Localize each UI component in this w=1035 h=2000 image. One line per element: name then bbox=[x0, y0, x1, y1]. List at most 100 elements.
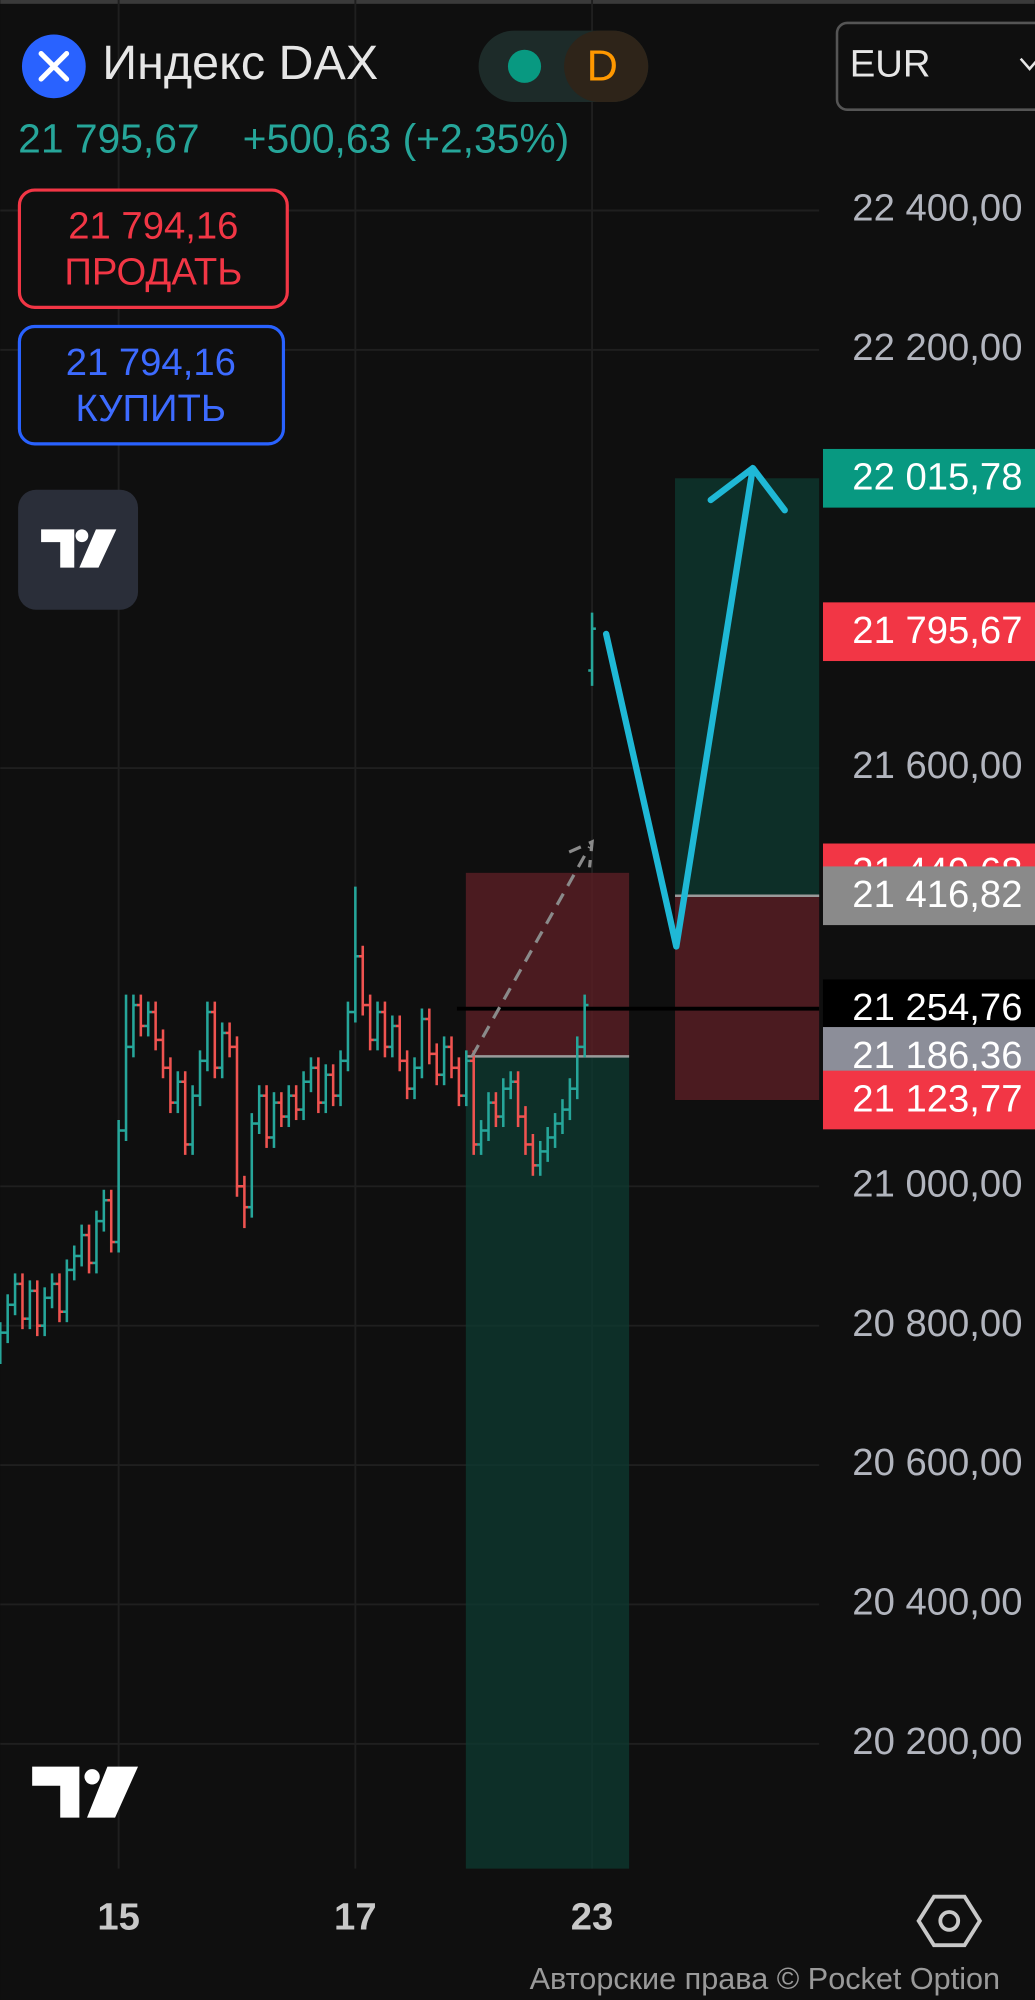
ohlc-bar bbox=[270, 1092, 278, 1148]
ohlc-bar bbox=[55, 1273, 64, 1323]
ohlc-bar bbox=[77, 1224, 86, 1267]
ohlc-bar bbox=[573, 1036, 582, 1100]
ohlc-bar bbox=[506, 1071, 515, 1100]
ohlc-bar bbox=[188, 1085, 197, 1155]
tv-logo bbox=[41, 529, 117, 568]
ohlc-bar bbox=[447, 1036, 456, 1079]
currency: EUR bbox=[850, 42, 931, 85]
ohlc-bar bbox=[580, 994, 589, 1058]
symbol-name[interactable]: Индекс DAX bbox=[102, 36, 378, 90]
ohlc-bar bbox=[366, 994, 374, 1051]
ohlc-bar bbox=[307, 1057, 315, 1093]
dashed-arrow bbox=[470, 839, 594, 1057]
ohlc-bar bbox=[403, 1050, 411, 1100]
sell-button[interactable] bbox=[17, 188, 289, 309]
ohlc-bar bbox=[277, 1092, 286, 1128]
price-tag-label: 21 254,76 bbox=[852, 986, 1022, 1029]
ohlc-bar bbox=[203, 1001, 212, 1072]
ohlc-bar bbox=[11, 1273, 19, 1316]
y-tick-label: 21 600,00 bbox=[852, 744, 1022, 787]
ohlc-bar bbox=[514, 1071, 522, 1128]
ohlc-bar bbox=[358, 945, 367, 1016]
price-tag-label: 21 416,82 bbox=[852, 873, 1022, 916]
ohlc-bar bbox=[418, 1008, 426, 1079]
ohlc-bar bbox=[529, 1133, 537, 1176]
x-tick-label: 15 bbox=[97, 1896, 140, 1939]
y-tick-label: 20 200,00 bbox=[852, 1720, 1022, 1763]
ohlc-bar bbox=[477, 1120, 485, 1155]
plot-area bbox=[0, 0, 820, 1869]
ohlc-bar bbox=[33, 1280, 42, 1337]
ohlc-bar bbox=[344, 1001, 352, 1072]
ohlc-bar bbox=[151, 1001, 160, 1051]
ohlc-bar bbox=[122, 994, 130, 1141]
price-tag bbox=[822, 866, 1035, 926]
price-tag-label: 21 795,67 bbox=[852, 609, 1022, 652]
settings-button[interactable] bbox=[916, 1894, 983, 1948]
ohlc-bar bbox=[410, 1057, 419, 1100]
ohlc-bar bbox=[543, 1127, 552, 1162]
ohlc-bar bbox=[48, 1273, 56, 1309]
ohlc-bar bbox=[425, 1008, 434, 1065]
ohlc-bar bbox=[351, 886, 360, 1023]
tv-button[interactable] bbox=[18, 489, 139, 610]
y-tick-label: 22 200,00 bbox=[852, 326, 1022, 369]
ohlc-bar bbox=[558, 1099, 567, 1134]
ohlc-bar bbox=[381, 1001, 389, 1058]
ohlc-bar bbox=[3, 1294, 12, 1344]
ohlc-bar bbox=[173, 1071, 182, 1114]
ohlc-bar bbox=[63, 1259, 71, 1323]
ohlc-bar bbox=[521, 1106, 530, 1155]
forecast-arrow bbox=[602, 464, 788, 950]
ohlc-bar bbox=[18, 1273, 27, 1330]
ohlc-bar bbox=[225, 1022, 234, 1058]
ohlc-bar bbox=[455, 1057, 463, 1107]
y-tick-label: 22 400,00 bbox=[852, 187, 1022, 230]
ohlc-bar bbox=[196, 1050, 204, 1107]
ohlc-bar bbox=[70, 1245, 79, 1281]
ohlc-bar bbox=[284, 1085, 293, 1128]
ohlc-bar bbox=[536, 1140, 545, 1176]
market-open-dot bbox=[507, 49, 542, 83]
ohlc-bar bbox=[373, 1001, 382, 1051]
y-tick-label: 21 000,00 bbox=[852, 1162, 1022, 1205]
price-tag bbox=[822, 602, 1035, 662]
position-loss-zone bbox=[465, 872, 630, 1057]
buy-price: 21 794,16 bbox=[66, 341, 236, 384]
y-tick-label: 20 600,00 bbox=[852, 1441, 1022, 1484]
ohlc-bar bbox=[85, 1224, 93, 1274]
currency-select[interactable] bbox=[835, 21, 1035, 111]
price-change: +500,63 (+2,35%) bbox=[243, 115, 570, 161]
ohlc-bar bbox=[329, 1064, 337, 1107]
ohlc-bar bbox=[492, 1092, 500, 1128]
ohlc-bar bbox=[314, 1057, 323, 1114]
symbol-icon-glyph bbox=[38, 51, 70, 82]
ohlc-bar bbox=[462, 1050, 471, 1107]
settings-icon-center bbox=[938, 1910, 961, 1932]
ohlc-bar bbox=[114, 1120, 123, 1253]
copyright: Авторские права © Pocket Option bbox=[530, 1962, 1000, 1996]
ohlc-bar bbox=[469, 1050, 478, 1155]
ohlc-bar bbox=[499, 1078, 508, 1128]
ohlc-bar bbox=[92, 1210, 101, 1274]
position-profit-zone bbox=[465, 1056, 630, 1869]
ohlc-bar bbox=[210, 1001, 219, 1079]
x-tick-label: 17 bbox=[334, 1896, 377, 1939]
buy-button[interactable] bbox=[17, 324, 286, 446]
ohlc-bar bbox=[551, 1113, 559, 1148]
price-tag-label: 21 123,77 bbox=[852, 1077, 1022, 1120]
x-tick-label: 23 bbox=[571, 1896, 614, 1939]
ohlc-bar bbox=[395, 1015, 404, 1072]
sell-label: ПРОДАТЬ bbox=[64, 250, 242, 293]
tv-logo-dot bbox=[75, 529, 89, 543]
buy-label: КУПИТЬ bbox=[76, 387, 226, 430]
ohlc-bar bbox=[26, 1280, 34, 1330]
last-price: 21 795,67 bbox=[18, 115, 199, 161]
price-tag bbox=[822, 448, 1035, 508]
price-tag-label: 21 186,36 bbox=[852, 1034, 1022, 1077]
tv-watermark-dot bbox=[84, 1769, 100, 1785]
ohlc-bar bbox=[247, 1113, 256, 1218]
ohlc-bar bbox=[166, 1057, 175, 1114]
ohlc-bar bbox=[129, 994, 138, 1058]
